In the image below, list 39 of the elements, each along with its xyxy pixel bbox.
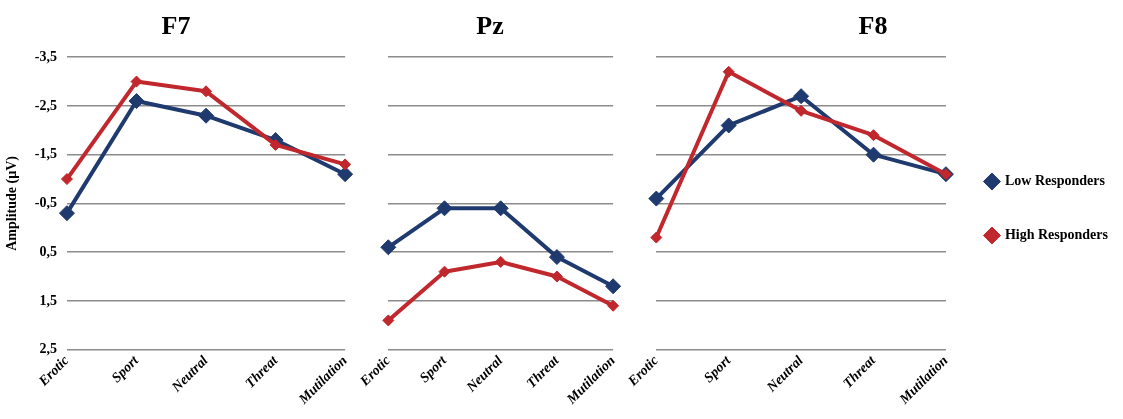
point [60,173,73,186]
point [58,205,75,222]
point [436,200,453,217]
y-tick-label: -1,5 [34,146,57,162]
legend-label: High Responders [1004,227,1109,243]
point [722,65,735,78]
y-axis-title: Amplitude (µV) [4,155,21,251]
y-tick-label: -2,5 [34,97,57,113]
point [337,166,354,183]
point [198,107,215,124]
y-tick-label: 1,5 [39,292,57,308]
point [130,75,143,88]
point [550,270,563,283]
point [382,314,395,327]
point [865,146,882,163]
y-tick-label: 0,5 [39,243,57,259]
y-tick-label: -0,5 [34,195,57,211]
chart-title: F8 [858,11,888,41]
y-tick-label: -3,5 [34,48,57,64]
chart-title: Pz [476,11,504,41]
y-tick-label: 2,5 [39,341,57,357]
point [795,104,808,117]
point [548,249,565,266]
legend-label: Low Responders [1004,173,1106,189]
point [438,265,451,278]
point [200,85,213,98]
point [605,278,622,295]
point [269,138,282,151]
chart-title: F7 [161,11,191,41]
point [867,129,880,142]
point [339,158,352,171]
point [650,231,663,244]
point [793,88,810,105]
point [492,200,509,217]
point [720,117,737,134]
point [128,93,145,110]
point [648,190,665,207]
point [380,239,397,256]
point [607,299,620,312]
